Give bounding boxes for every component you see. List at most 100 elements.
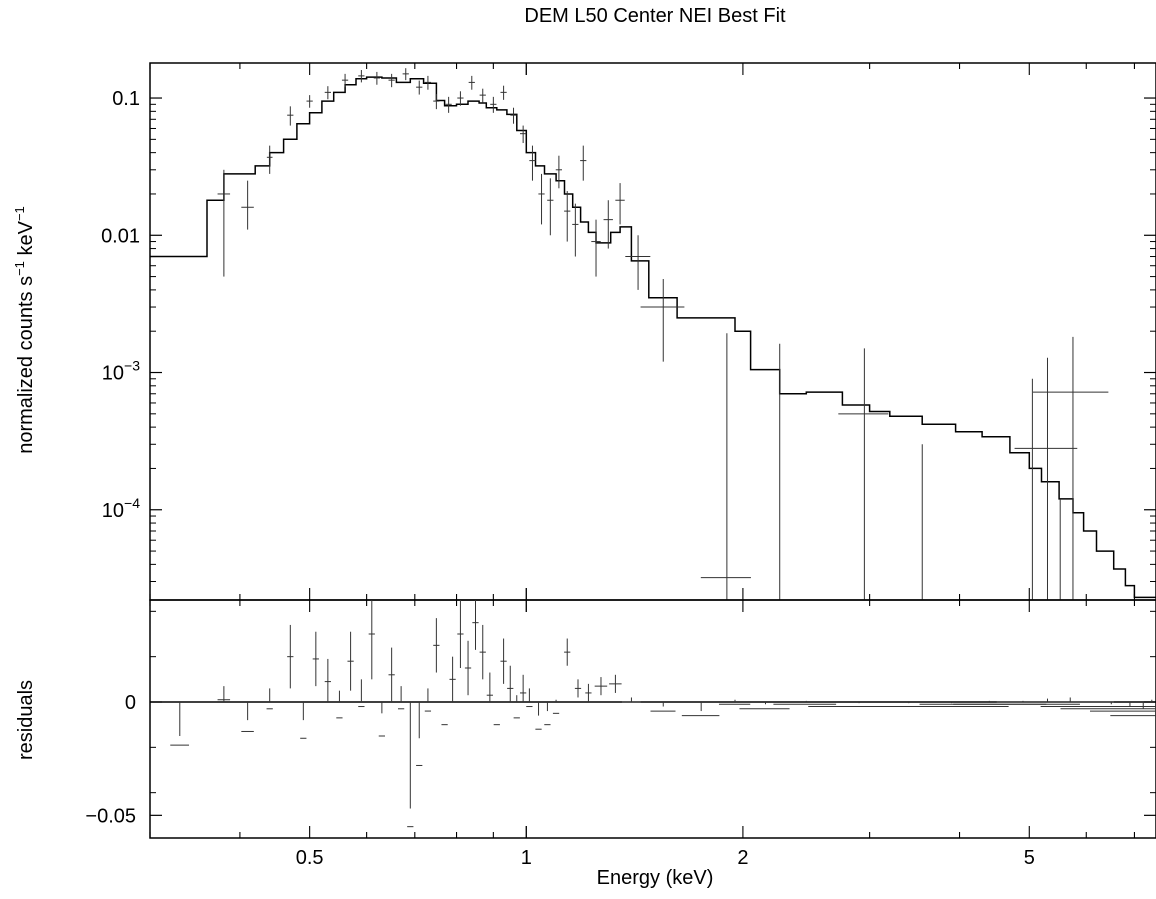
data-point	[493, 724, 500, 726]
data-point	[1019, 697, 1114, 703]
residuals-panel: 0.5 1 2 5 0 −0.05	[85, 599, 1156, 869]
y-tick-label: 10−3	[102, 358, 140, 385]
data-point	[407, 702, 414, 828]
data-point	[287, 624, 294, 689]
data-point	[547, 178, 554, 236]
data-point	[402, 68, 409, 81]
data-point	[681, 702, 720, 717]
data-point	[312, 631, 319, 687]
residuals-frame	[149, 599, 1156, 839]
data-point	[433, 618, 440, 673]
data-point	[217, 169, 231, 277]
data-point	[1060, 702, 1155, 710]
data-point	[445, 96, 452, 113]
data-point	[650, 702, 676, 712]
y-tick-label: 0.1	[112, 88, 140, 110]
data-point	[170, 702, 190, 746]
data-point	[266, 145, 273, 174]
data-point	[529, 145, 536, 181]
data-point	[373, 71, 380, 85]
data-point	[424, 75, 432, 90]
x-tick-label: 0.5	[296, 847, 324, 869]
data-point	[479, 624, 486, 680]
residuals-y-axis-label: residuals	[15, 680, 37, 760]
data-point	[306, 95, 313, 108]
data-point	[519, 125, 527, 144]
data-point	[416, 80, 423, 95]
data-point	[1089, 702, 1156, 712]
data-point	[1040, 706, 1136, 708]
data-point	[300, 702, 307, 739]
data-point	[358, 679, 365, 708]
data-point	[433, 94, 440, 110]
data-point	[572, 203, 579, 257]
data-point	[591, 219, 601, 277]
data-point	[615, 183, 625, 225]
data-point	[486, 672, 493, 702]
data-point	[519, 674, 527, 702]
data-point	[500, 638, 507, 684]
data-point	[535, 702, 542, 730]
data-point	[378, 702, 385, 737]
data-point	[625, 235, 651, 290]
data-point	[564, 191, 571, 242]
data-point	[773, 700, 837, 705]
data-point	[388, 647, 395, 702]
data-point	[457, 600, 464, 668]
data-point	[621, 697, 641, 703]
spectrum-y-axis-label: normalized counts s−1 keV−1	[12, 206, 37, 454]
data-point	[397, 686, 405, 710]
data-point	[464, 640, 472, 696]
data-point	[341, 73, 349, 88]
data-point	[513, 695, 520, 719]
chart-title: DEM L50 Center NEI Best Fit	[524, 5, 786, 27]
model-step-line	[150, 76, 1156, 599]
data-point	[358, 70, 365, 83]
y-tick-label: −0.05	[85, 805, 136, 827]
data-point	[603, 200, 613, 249]
data-point	[544, 702, 551, 726]
data-point	[1110, 702, 1156, 717]
data-point	[507, 665, 514, 702]
data-point	[718, 699, 751, 705]
data-point	[416, 702, 423, 766]
data-point	[500, 85, 507, 100]
data-point	[490, 96, 497, 113]
data-point	[609, 674, 622, 693]
data-point	[640, 279, 685, 362]
x-axis-label: Energy (keV)	[597, 867, 714, 889]
data-point	[538, 173, 545, 225]
data-point	[574, 679, 582, 698]
data-point	[479, 88, 486, 103]
data-point	[287, 106, 294, 126]
data-point	[241, 702, 254, 732]
data-point	[468, 75, 475, 90]
data-point	[388, 73, 395, 88]
data-point	[564, 638, 571, 666]
data-point	[838, 348, 889, 600]
data-point	[457, 91, 464, 106]
spectrum-panel: 0.1 0.01 10−3 10−4	[101, 62, 1156, 601]
data-point	[1014, 357, 1078, 600]
data-point	[881, 702, 1009, 708]
y-tick-label: 10−4	[102, 495, 140, 522]
data-point	[368, 600, 375, 680]
data-point	[241, 180, 254, 230]
data-point	[449, 656, 456, 702]
data-point	[324, 86, 331, 100]
x-tick-label: 5	[1024, 847, 1035, 869]
data-point	[1125, 699, 1156, 708]
data-point	[526, 688, 533, 708]
data-point	[266, 688, 273, 710]
data-point	[594, 677, 608, 696]
spectrum-frame	[149, 62, 1156, 601]
data-point	[347, 631, 354, 691]
y-tick-label: 0.01	[101, 225, 140, 247]
data-point	[472, 600, 479, 650]
data-point	[580, 145, 587, 181]
data-point	[555, 155, 563, 189]
data-point	[585, 683, 592, 702]
data-point	[1033, 336, 1109, 600]
x-tick-label: 2	[737, 847, 748, 869]
